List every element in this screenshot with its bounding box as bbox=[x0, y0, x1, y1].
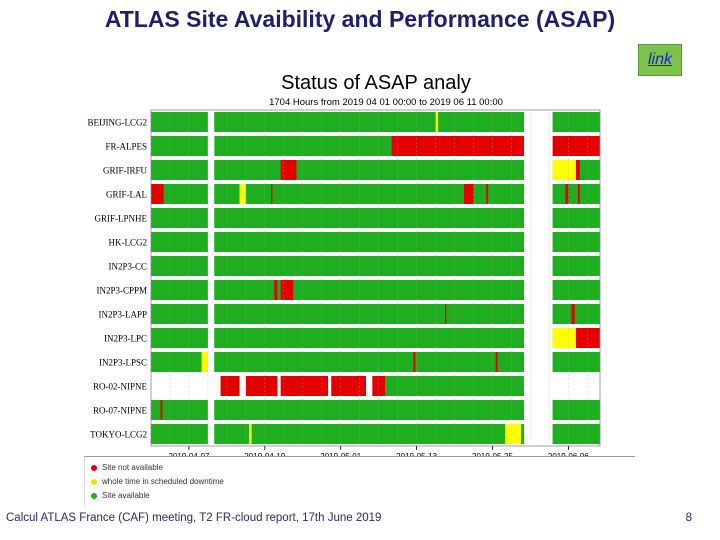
available-cell bbox=[151, 304, 600, 324]
tick-label-top: 2019-05-13 bbox=[396, 452, 437, 456]
site-label: IN2P3-LPSC bbox=[99, 358, 147, 368]
status-cell bbox=[486, 184, 489, 204]
site-label: GRIF-LPNHE bbox=[94, 214, 147, 224]
status-cell bbox=[220, 376, 240, 396]
available-cell bbox=[151, 232, 600, 252]
status-cell bbox=[552, 136, 600, 156]
site-label: RO-02-NIPNE bbox=[93, 382, 147, 392]
available-cell bbox=[151, 424, 600, 444]
status-cell bbox=[271, 184, 273, 204]
tick-label-top: 2019-05-01 bbox=[320, 452, 361, 456]
red-dot-icon bbox=[91, 464, 97, 471]
site-label: HK-LCG2 bbox=[109, 238, 148, 248]
status-cell bbox=[280, 160, 297, 180]
available-cell bbox=[151, 400, 600, 420]
legend-label: Site available bbox=[102, 491, 150, 500]
time-axis: 2019-04-07 2019-04-19 2019-05-01 2019-05-13… bbox=[150, 109, 601, 456]
rows-layer bbox=[151, 110, 600, 446]
status-cell bbox=[249, 424, 252, 444]
status-cell bbox=[445, 304, 447, 324]
status-cell bbox=[571, 304, 575, 324]
available-cell bbox=[151, 328, 600, 348]
site-label: IN2P3-CC bbox=[108, 262, 147, 272]
status-cell bbox=[565, 184, 569, 204]
legend-item-downtime: whole time in scheduled downtime bbox=[91, 477, 224, 486]
status-cell bbox=[552, 160, 576, 180]
link-anchor[interactable]: link bbox=[647, 51, 672, 68]
site-label: IN2P3-LPC bbox=[104, 334, 147, 344]
status-cell bbox=[151, 184, 164, 204]
no-data-gap bbox=[207, 110, 215, 446]
slide-title: ATLAS Site Avaibility and Performance (A… bbox=[104, 6, 616, 32]
status-cell bbox=[413, 352, 416, 372]
site-label: BEIJING-LCG2 bbox=[88, 118, 148, 128]
site-label: TOKYO-LCG2 bbox=[90, 430, 147, 440]
no-data-gap bbox=[524, 110, 553, 446]
footer-text: Calcul ATLAS France (CAF) meeting, T2 FR… bbox=[6, 512, 382, 524]
available-cell bbox=[151, 112, 600, 132]
site-label: IN2P3-CPPM bbox=[96, 286, 147, 296]
legend-label: Site not available bbox=[102, 463, 163, 472]
available-cell bbox=[151, 256, 600, 276]
chart-frame: Status of ASAP analy 1704 Hours from 201… bbox=[66, 56, 634, 508]
status-cell bbox=[280, 280, 294, 300]
status-cell bbox=[391, 136, 525, 156]
green-dot-icon bbox=[91, 492, 97, 499]
site-label: FR-ALPES bbox=[105, 142, 147, 152]
status-cell bbox=[552, 328, 576, 348]
tick-label-top: 2019-04-19 bbox=[244, 452, 285, 456]
plot-border bbox=[150, 109, 601, 447]
available-cell bbox=[151, 208, 600, 228]
page-number: 8 bbox=[685, 512, 692, 524]
site-label: RO-07-NIPNE bbox=[93, 406, 147, 416]
tick-label-top: 2019-05-25 bbox=[472, 452, 513, 456]
chart-title: Status of ASAP analy bbox=[281, 72, 471, 94]
site-labels: BEIJING-LCG2 FR-ALPES GRIF-IRFU GRIF-LAL GRI… bbox=[88, 118, 148, 440]
status-cell bbox=[280, 376, 329, 396]
available-cell bbox=[151, 280, 600, 300]
status-cell bbox=[201, 352, 208, 372]
status-cell bbox=[331, 376, 367, 396]
status-cell bbox=[577, 184, 580, 204]
site-label: GRIF-IRFU bbox=[103, 166, 148, 176]
status-cell bbox=[464, 184, 474, 204]
status-cell bbox=[495, 352, 498, 372]
asap-status-chart: Status of ASAP analy 1704 Hours from 201… bbox=[88, 72, 601, 456]
available-cell bbox=[151, 136, 208, 156]
status-cell bbox=[274, 280, 278, 300]
status-cell bbox=[575, 328, 600, 348]
status-cell bbox=[245, 376, 278, 396]
site-label: GRIF-LAL bbox=[106, 190, 147, 200]
status-cell bbox=[435, 112, 439, 132]
status-cell bbox=[239, 184, 246, 204]
link-badge[interactable]: link bbox=[638, 44, 682, 76]
site-label: IN2P3-LAPP bbox=[98, 310, 147, 320]
available-cell bbox=[151, 352, 600, 372]
legend-label: whole time in scheduled downtime bbox=[102, 477, 224, 486]
legend-item-available: Site available bbox=[91, 491, 150, 500]
tick-label-top: 2019-04-07 bbox=[168, 452, 209, 456]
chart-subtitle: 1704 Hours from 2019 04 01 00:00 to 2019… bbox=[269, 97, 503, 108]
tick-label-top: 2019-06-06 bbox=[548, 452, 589, 456]
legend-item-not-available: Site not available bbox=[91, 463, 163, 472]
legend: Site not available whole time in schedul… bbox=[84, 456, 635, 507]
status-cell bbox=[575, 160, 580, 180]
status-cell bbox=[505, 424, 521, 444]
available-cell bbox=[151, 160, 600, 180]
status-cell bbox=[160, 400, 163, 420]
yellow-dot-icon bbox=[91, 478, 97, 485]
